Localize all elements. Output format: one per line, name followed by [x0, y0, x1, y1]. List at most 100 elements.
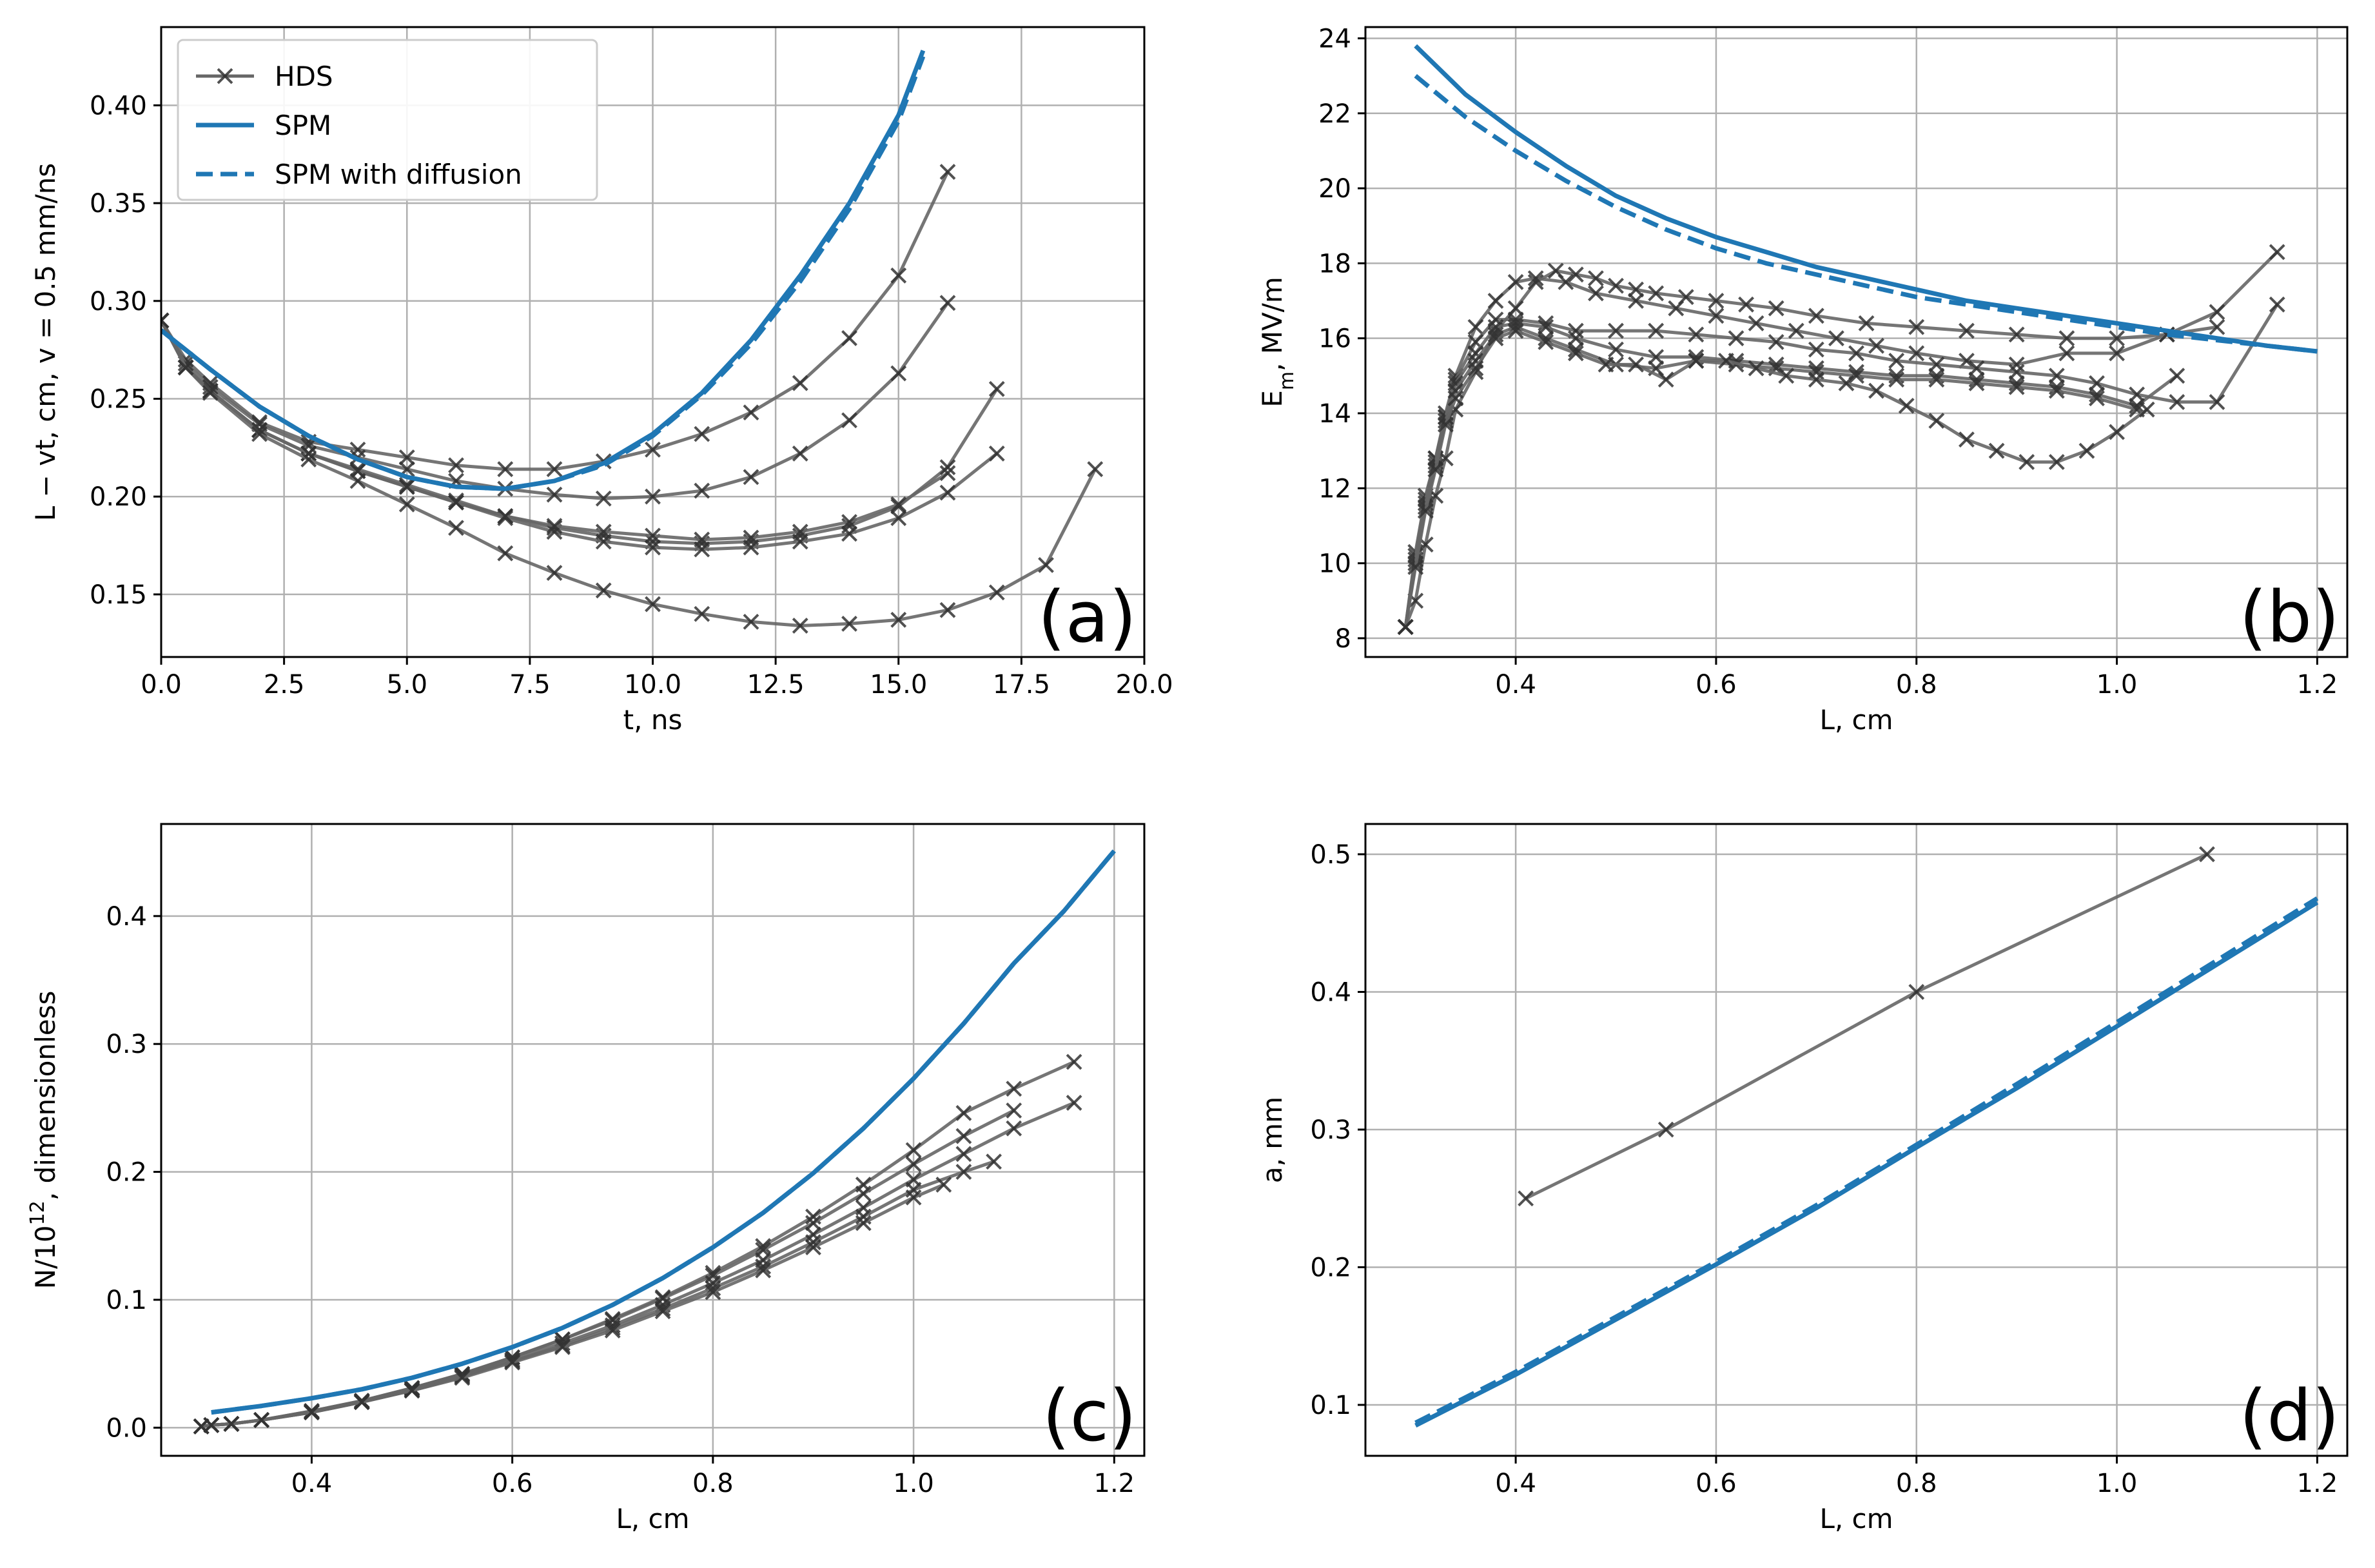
- marker-b-0-28: [2209, 304, 2225, 320]
- marker-a-0-6: [398, 449, 415, 466]
- marker-a-1-11: [645, 488, 661, 505]
- xtick-label-a-4: 10.0: [624, 670, 681, 700]
- marker-c-1-17: [955, 1128, 972, 1144]
- marker-b-5-14: [1688, 353, 1705, 369]
- marker-b-1-11: [1588, 285, 1604, 302]
- marker-c-4-17: [935, 1177, 952, 1193]
- marker-b-5-12: [1628, 356, 1645, 373]
- xtick-label-d-3: 1.0: [2096, 1469, 2138, 1498]
- marker-a-5-0: [161, 312, 170, 329]
- marker-c-0-17: [955, 1104, 972, 1121]
- marker-a-4-9: [546, 518, 563, 534]
- series-line-d-0: [1525, 852, 2208, 1200]
- xtick-label-c-0: 0.4: [291, 1469, 333, 1498]
- marker-b-3-11: [1608, 341, 1624, 358]
- marker-a-0-16: [890, 267, 907, 284]
- marker-b-0-17: [1708, 293, 1725, 309]
- series-line-d-1: [1414, 900, 2319, 1428]
- legend-label-0: HDS: [275, 61, 333, 92]
- marker-b-3-24: [2129, 397, 2145, 414]
- marker-b-0-12: [1588, 270, 1604, 287]
- xtick-label-b-0: 0.4: [1495, 670, 1536, 700]
- panel-b: 0.4 0.6 0.8 1.0 1.2 8 10 12 14 16 18 20 22 24 L, cm Em,…: [1256, 24, 2349, 736]
- series-line-c-4: [200, 1183, 944, 1428]
- marker-c-0-18: [1006, 1081, 1022, 1097]
- marker-b-1-13: [1668, 300, 1685, 317]
- legend-label-1: SPM: [275, 110, 331, 141]
- series-group-c: [193, 849, 1116, 1435]
- marker-a-5-11: [645, 596, 661, 612]
- series-line-b-5: [1403, 329, 2148, 627]
- marker-a-1-14: [792, 446, 808, 462]
- marker-a-5-9: [546, 565, 563, 581]
- legend-marker-0: [217, 68, 233, 84]
- marker-b-5-29: [2138, 401, 2155, 418]
- xtick-label-b-1: 0.6: [1696, 670, 1737, 700]
- marker-b-0-26: [2109, 330, 2125, 347]
- marker-b-5-5: [1447, 390, 1464, 407]
- marker-b-5-20: [1868, 382, 1884, 399]
- marker-b-3-5: [1447, 375, 1464, 391]
- marker-b-4-7: [1487, 326, 1504, 343]
- marker-a-3-11: [645, 539, 661, 556]
- series-line-a-0: [161, 171, 950, 471]
- marker-a-0-12: [694, 426, 710, 442]
- ytick-label-c-3: 0.3: [106, 1030, 147, 1059]
- ytick-label-c-1: 0.1: [106, 1286, 147, 1315]
- marker-c-4-1: [203, 1416, 220, 1433]
- marker-b-1-16: [1788, 322, 1804, 339]
- marker-b-0-13: [1608, 277, 1624, 294]
- marker-a-4-13: [743, 529, 759, 546]
- ytick-label-d-3: 0.4: [1310, 977, 1351, 1007]
- marker-d-0-3: [2199, 846, 2215, 863]
- marker-b-3-25: [2169, 368, 2185, 384]
- ytick-label-b-2: 12: [1318, 474, 1351, 504]
- marker-a-3-18: [988, 446, 1005, 462]
- ytick-label-b-6: 20: [1318, 174, 1351, 204]
- marker-b-0-19: [1768, 300, 1784, 317]
- marker-a-1-12: [694, 482, 710, 499]
- marker-b-5-6: [1467, 360, 1484, 377]
- marker-b-0-24: [2008, 326, 2025, 343]
- marker-a-0-13: [743, 404, 759, 421]
- marker-a-5-20: [1087, 461, 1104, 478]
- marker-c-4-15: [855, 1215, 872, 1231]
- marker-c-4-5: [353, 1394, 370, 1411]
- marker-b-5-25: [2018, 454, 2035, 471]
- marker-c-4-16: [905, 1189, 922, 1206]
- ytick-label-d-2: 0.3: [1310, 1115, 1351, 1145]
- marker-a-5-13: [743, 613, 759, 630]
- marker-b-1-15: [1748, 315, 1764, 331]
- marker-a-4-17: [939, 465, 956, 482]
- ytick-label-a-5: 0.40: [90, 91, 147, 121]
- marker-a-5-7: [448, 520, 464, 536]
- ytick-label-b-3: 14: [1318, 399, 1351, 429]
- marker-c-4-9: [554, 1338, 571, 1355]
- marker-a-5-16: [890, 611, 907, 628]
- marker-a-5-2: [202, 384, 219, 401]
- marker-a-4-7: [448, 494, 464, 511]
- marker-c-1-16: [905, 1156, 922, 1173]
- marker-b-5-13: [1657, 371, 1674, 388]
- marker-b-5-8: [1507, 322, 1524, 339]
- marker-a-5-4: [300, 451, 317, 467]
- marker-b-1-12: [1628, 293, 1645, 309]
- marker-b-4-19: [1928, 371, 1945, 388]
- marker-a-2-17: [939, 459, 956, 476]
- marker-b-5-22: [1928, 413, 1945, 429]
- panel-d: 0.4 0.6 0.8 1.0 1.2 0.1 0.2 0.3 0.4 0.5 L, cm a, mm…: [1256, 823, 2349, 1534]
- ytick-label-b-4: 16: [1318, 324, 1351, 354]
- xlabel-a: t, ns: [623, 704, 683, 736]
- marker-b-1-17: [1828, 330, 1844, 347]
- marker-a-4-16: [890, 496, 907, 513]
- marker-b-5-23: [1959, 431, 1975, 448]
- series-line-c-5: [211, 849, 1116, 1415]
- marker-a-0-11: [645, 441, 661, 458]
- marker-b-5-17: [1778, 368, 1795, 384]
- ytick-label-b-5: 18: [1318, 249, 1351, 279]
- ytick-label-c-0: 0.0: [106, 1413, 147, 1443]
- marker-c-4-4: [304, 1404, 320, 1420]
- marker-a-1-15: [841, 412, 857, 429]
- marker-b-4-20: [1968, 375, 1985, 391]
- panel-label-c: (c): [1042, 1375, 1137, 1457]
